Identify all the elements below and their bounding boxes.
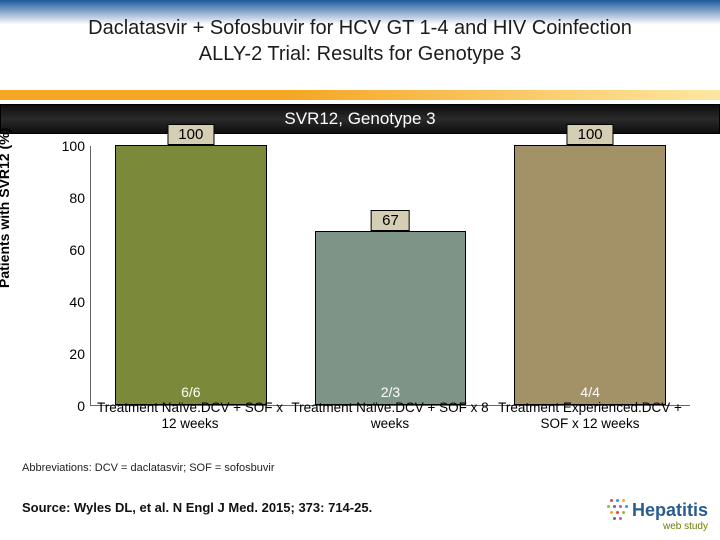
y-tick-label: 80: [53, 190, 85, 206]
title-line2: ALLY-2 Trial: Results for Genotype 3: [0, 42, 720, 68]
bar-fraction-label: 6/6: [181, 384, 200, 400]
logo-row: Hepatitis: [606, 499, 708, 521]
chart-title: SVR12, Genotype 3: [284, 109, 435, 129]
bar: 1006/6: [115, 145, 267, 405]
y-tick-label: 60: [53, 242, 85, 258]
bar-value-label: 100: [567, 124, 614, 145]
y-tick-label: 0: [53, 398, 85, 414]
hepatitis-logo: Hepatitis web study: [606, 499, 708, 532]
y-tick-label: 100: [53, 138, 85, 154]
source-citation: Source: Wyles DL, et al. N Engl J Med. 2…: [22, 500, 372, 515]
bar: 672/3: [315, 231, 467, 405]
logo-dots-icon: [606, 499, 628, 521]
chart-area: Patients with SVR12 (%) 020406080100 100…: [20, 138, 700, 438]
x-category-label: Treatment Naïve.DCV + SOF x 8 weeks: [290, 400, 490, 432]
y-axis-label: Patients with SVR12 (%): [0, 128, 12, 288]
bar-slot: 1004/4: [490, 146, 690, 405]
slide: Daclatasvir + Sofosbuvir for HCV GT 1-4 …: [0, 0, 720, 540]
x-category-label: Treatment Naïve.DCV + SOF x 12 weeks: [90, 400, 290, 432]
plot: 020406080100 1006/6672/31004/4: [90, 146, 690, 406]
title-line1: Daclatasvir + Sofosbuvir for HCV GT 1-4 …: [0, 16, 720, 42]
bar-slot: 1006/6: [91, 146, 291, 405]
x-category-label: Treatment Experienced.DCV + SOF x 12 wee…: [490, 400, 690, 432]
bars-container: 1006/6 67 2/3 1004/4: [91, 146, 690, 405]
bar-fraction-label: 4/4: [580, 384, 599, 400]
y-tick-label: 20: [53, 346, 85, 362]
bar-value-label: 100: [167, 124, 214, 145]
logo-subtitle: web study: [606, 521, 708, 532]
y-tick-label: 40: [53, 294, 85, 310]
title-underline: [0, 90, 720, 100]
logo-title: Hepatitis: [632, 500, 708, 521]
bar-fraction-label: 2/3: [381, 384, 400, 400]
slide-title: Daclatasvir + Sofosbuvir for HCV GT 1-4 …: [0, 16, 720, 67]
bar-value-label: 67: [371, 210, 410, 231]
abbreviations: Abbreviations: DCV = daclatasvir; SOF = …: [22, 462, 275, 474]
bar-slot: 67 2/3: [291, 146, 491, 405]
bar: 1004/4: [514, 145, 666, 405]
